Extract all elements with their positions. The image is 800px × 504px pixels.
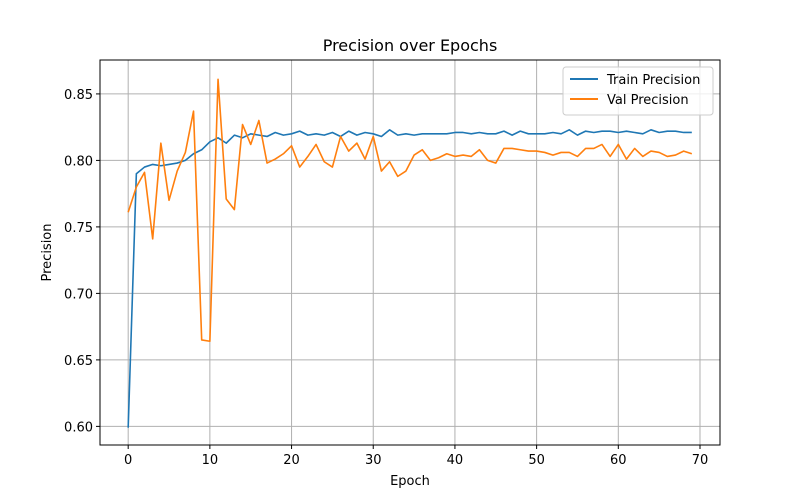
x-tick-label: 10 <box>202 453 219 468</box>
grid <box>100 60 720 445</box>
x-axis-label: Epoch <box>390 474 430 489</box>
x-tick-label: 60 <box>610 453 627 468</box>
y-tick-label: 0.70 <box>64 287 93 302</box>
y-axis-label: Precision <box>40 223 55 281</box>
legend-label-train: Train Precision <box>606 73 700 88</box>
y-tick-label: 0.85 <box>64 88 93 103</box>
x-tick-label: 20 <box>283 453 300 468</box>
x-tick-label: 50 <box>528 453 545 468</box>
series-layer <box>127 78 693 428</box>
legend-box <box>562 66 714 116</box>
x-tick-label: 0 <box>124 453 132 468</box>
y-tick-label: 0.75 <box>64 221 93 236</box>
series-line-val-precision <box>127 78 693 343</box>
plot-frame <box>99 59 721 446</box>
x-tick-label: 30 <box>365 453 382 468</box>
y-tick-label: 0.60 <box>64 420 93 435</box>
y-tick-label: 0.80 <box>64 154 93 169</box>
x-tick-label: 40 <box>447 453 464 468</box>
x-tick-label: 70 <box>692 453 709 468</box>
chart-title: Precision over Epochs <box>323 36 498 55</box>
y-tick-label: 0.65 <box>64 354 93 369</box>
plot-area <box>100 60 720 445</box>
x-axis-ticks: 0 10 20 30 40 50 60 70 <box>124 445 708 468</box>
legend-label-val: Val Precision <box>607 93 689 108</box>
legend: Train Precision Val Precision <box>562 66 714 116</box>
y-axis-ticks: 0.60 0.65 0.70 0.75 0.80 0.85 <box>64 88 100 435</box>
